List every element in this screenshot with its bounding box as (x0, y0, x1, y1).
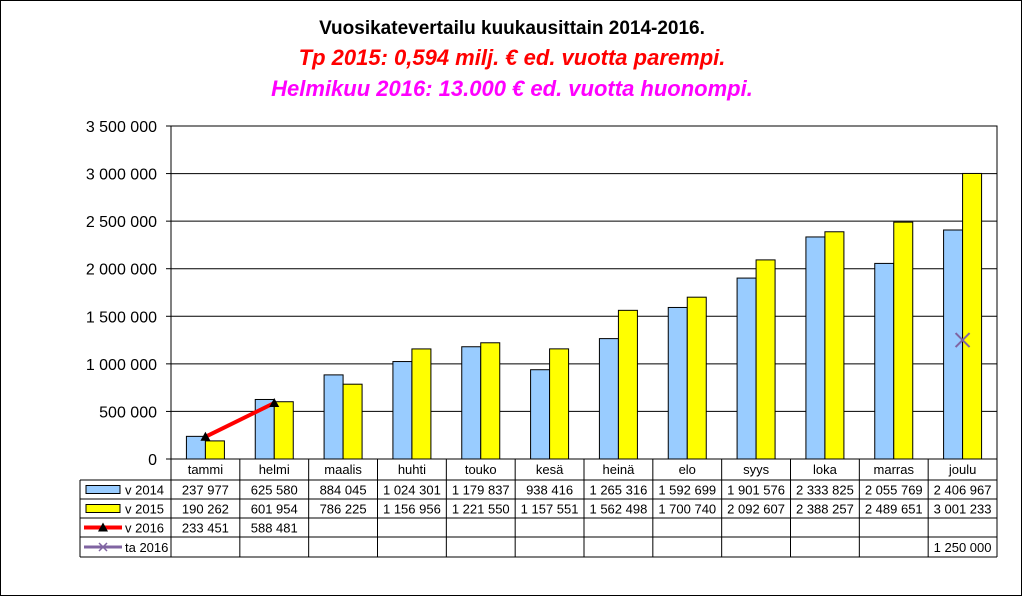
y-tick-label: 500 000 (99, 404, 157, 421)
legend-key-v-2015 (85, 504, 121, 513)
y-tick-label: 3 000 000 (86, 167, 157, 184)
legend-label: v 2015 (125, 502, 164, 517)
bar-2014 (667, 306, 688, 460)
bar-2014 (874, 262, 895, 460)
table-cell-value: 1 592 699 (658, 483, 716, 498)
bar-2015 (273, 401, 294, 460)
legend-label: v 2014 (125, 483, 164, 498)
table-cell-value: 938 416 (526, 483, 573, 498)
chart-title: Vuosikatevertailu kuukausittain 2014-201… (319, 18, 705, 39)
y-tick-label: 1 500 000 (86, 309, 157, 326)
bar-2015 (824, 231, 845, 460)
bar-2015 (549, 348, 570, 460)
table-cell-value: 1 221 550 (452, 502, 510, 517)
bar-2015 (480, 342, 501, 460)
line-2016 (204, 401, 276, 439)
bar-2014 (598, 338, 619, 460)
bar-2015 (204, 440, 225, 460)
table-cell-value: 1 157 551 (521, 502, 579, 517)
y-tick-label: 3 500 000 (86, 119, 157, 136)
table-cell-value: 1 250 000 (934, 540, 992, 555)
bar-2015 (893, 221, 914, 460)
bar-2015 (342, 383, 363, 460)
table-cell-value: 1 156 956 (383, 502, 441, 517)
table-cell-value: 2 092 607 (727, 502, 785, 517)
y-tick-label: 2 000 000 (86, 262, 157, 279)
table-cell-value: 1 700 740 (658, 502, 716, 517)
bar-2014 (392, 361, 413, 460)
x-category-label: heinä (603, 462, 636, 477)
x-category-label: touko (465, 462, 497, 477)
table-cell-value: 233 451 (182, 521, 229, 536)
table-cell-value: 2 333 825 (796, 483, 854, 498)
table-cell-value: 1 265 316 (589, 483, 647, 498)
x-category-label: tammi (188, 462, 224, 477)
x-category-label: kesä (536, 462, 564, 477)
x-category-label: joulu (948, 462, 976, 477)
bar-2014 (530, 369, 551, 460)
table-cell-value: 2 489 651 (865, 502, 923, 517)
table-cell-value: 237 977 (182, 483, 229, 498)
plot-area (170, 125, 998, 460)
x-category-label: syys (743, 462, 770, 477)
table-cell-value: 1 179 837 (452, 483, 510, 498)
table-cell-value: 1 562 498 (589, 502, 647, 517)
y-tick-label: 2 500 000 (86, 214, 157, 231)
marker-ta-2016 (954, 332, 971, 348)
bar-2014 (943, 229, 964, 460)
table-cell-value: 3 001 233 (934, 502, 992, 517)
table-cell-value: 786 225 (320, 502, 367, 517)
legend-key-marker-2016 (98, 522, 108, 532)
table-cell-value: 1 024 301 (383, 483, 441, 498)
table-cell-value: 1 901 576 (727, 483, 785, 498)
table-cell-value: 588 481 (251, 521, 298, 536)
bar-2015 (962, 172, 983, 460)
table-cell-value: 190 262 (182, 502, 229, 517)
x-category-label: marras (874, 462, 915, 477)
x-category-label: elo (679, 462, 696, 477)
legend-key-v-2014 (85, 485, 121, 494)
x-category-label: loka (813, 462, 838, 477)
x-category-label: helmi (259, 462, 290, 477)
x-category-label: huhti (398, 462, 426, 477)
bar-2014 (461, 346, 482, 460)
chart-subtitle-2016: Helmikuu 2016: 13.000 € ed. vuotta huono… (271, 76, 753, 101)
table-cell-value: 601 954 (251, 502, 298, 517)
bar-2014 (805, 236, 826, 460)
bar-2015 (755, 259, 776, 460)
table-cell-value: 2 406 967 (934, 483, 992, 498)
marker-2016 (200, 431, 211, 441)
chart-subtitle-2015: Tp 2015: 0,594 milj. € ed. vuotta paremp… (298, 45, 726, 70)
bar-2014 (736, 277, 757, 460)
y-tick-label: 0 (148, 452, 157, 469)
table-cell-value: 625 580 (251, 483, 298, 498)
x-category-label: maalis (324, 462, 362, 477)
marker-2016 (269, 398, 280, 408)
y-tick-label: 1 000 000 (86, 357, 157, 374)
bar-2015 (617, 309, 638, 460)
table-cell-value: 884 045 (320, 483, 367, 498)
legend-label: v 2016 (125, 521, 164, 536)
bar-2014 (323, 374, 344, 460)
legend-key-x-ta-2016 (98, 542, 108, 552)
bar-2015 (411, 348, 432, 460)
legend-label: ta 2016 (125, 540, 168, 555)
table-cell-value: 2 388 257 (796, 502, 854, 517)
bar-2015 (686, 296, 707, 460)
table-cell-value: 2 055 769 (865, 483, 923, 498)
